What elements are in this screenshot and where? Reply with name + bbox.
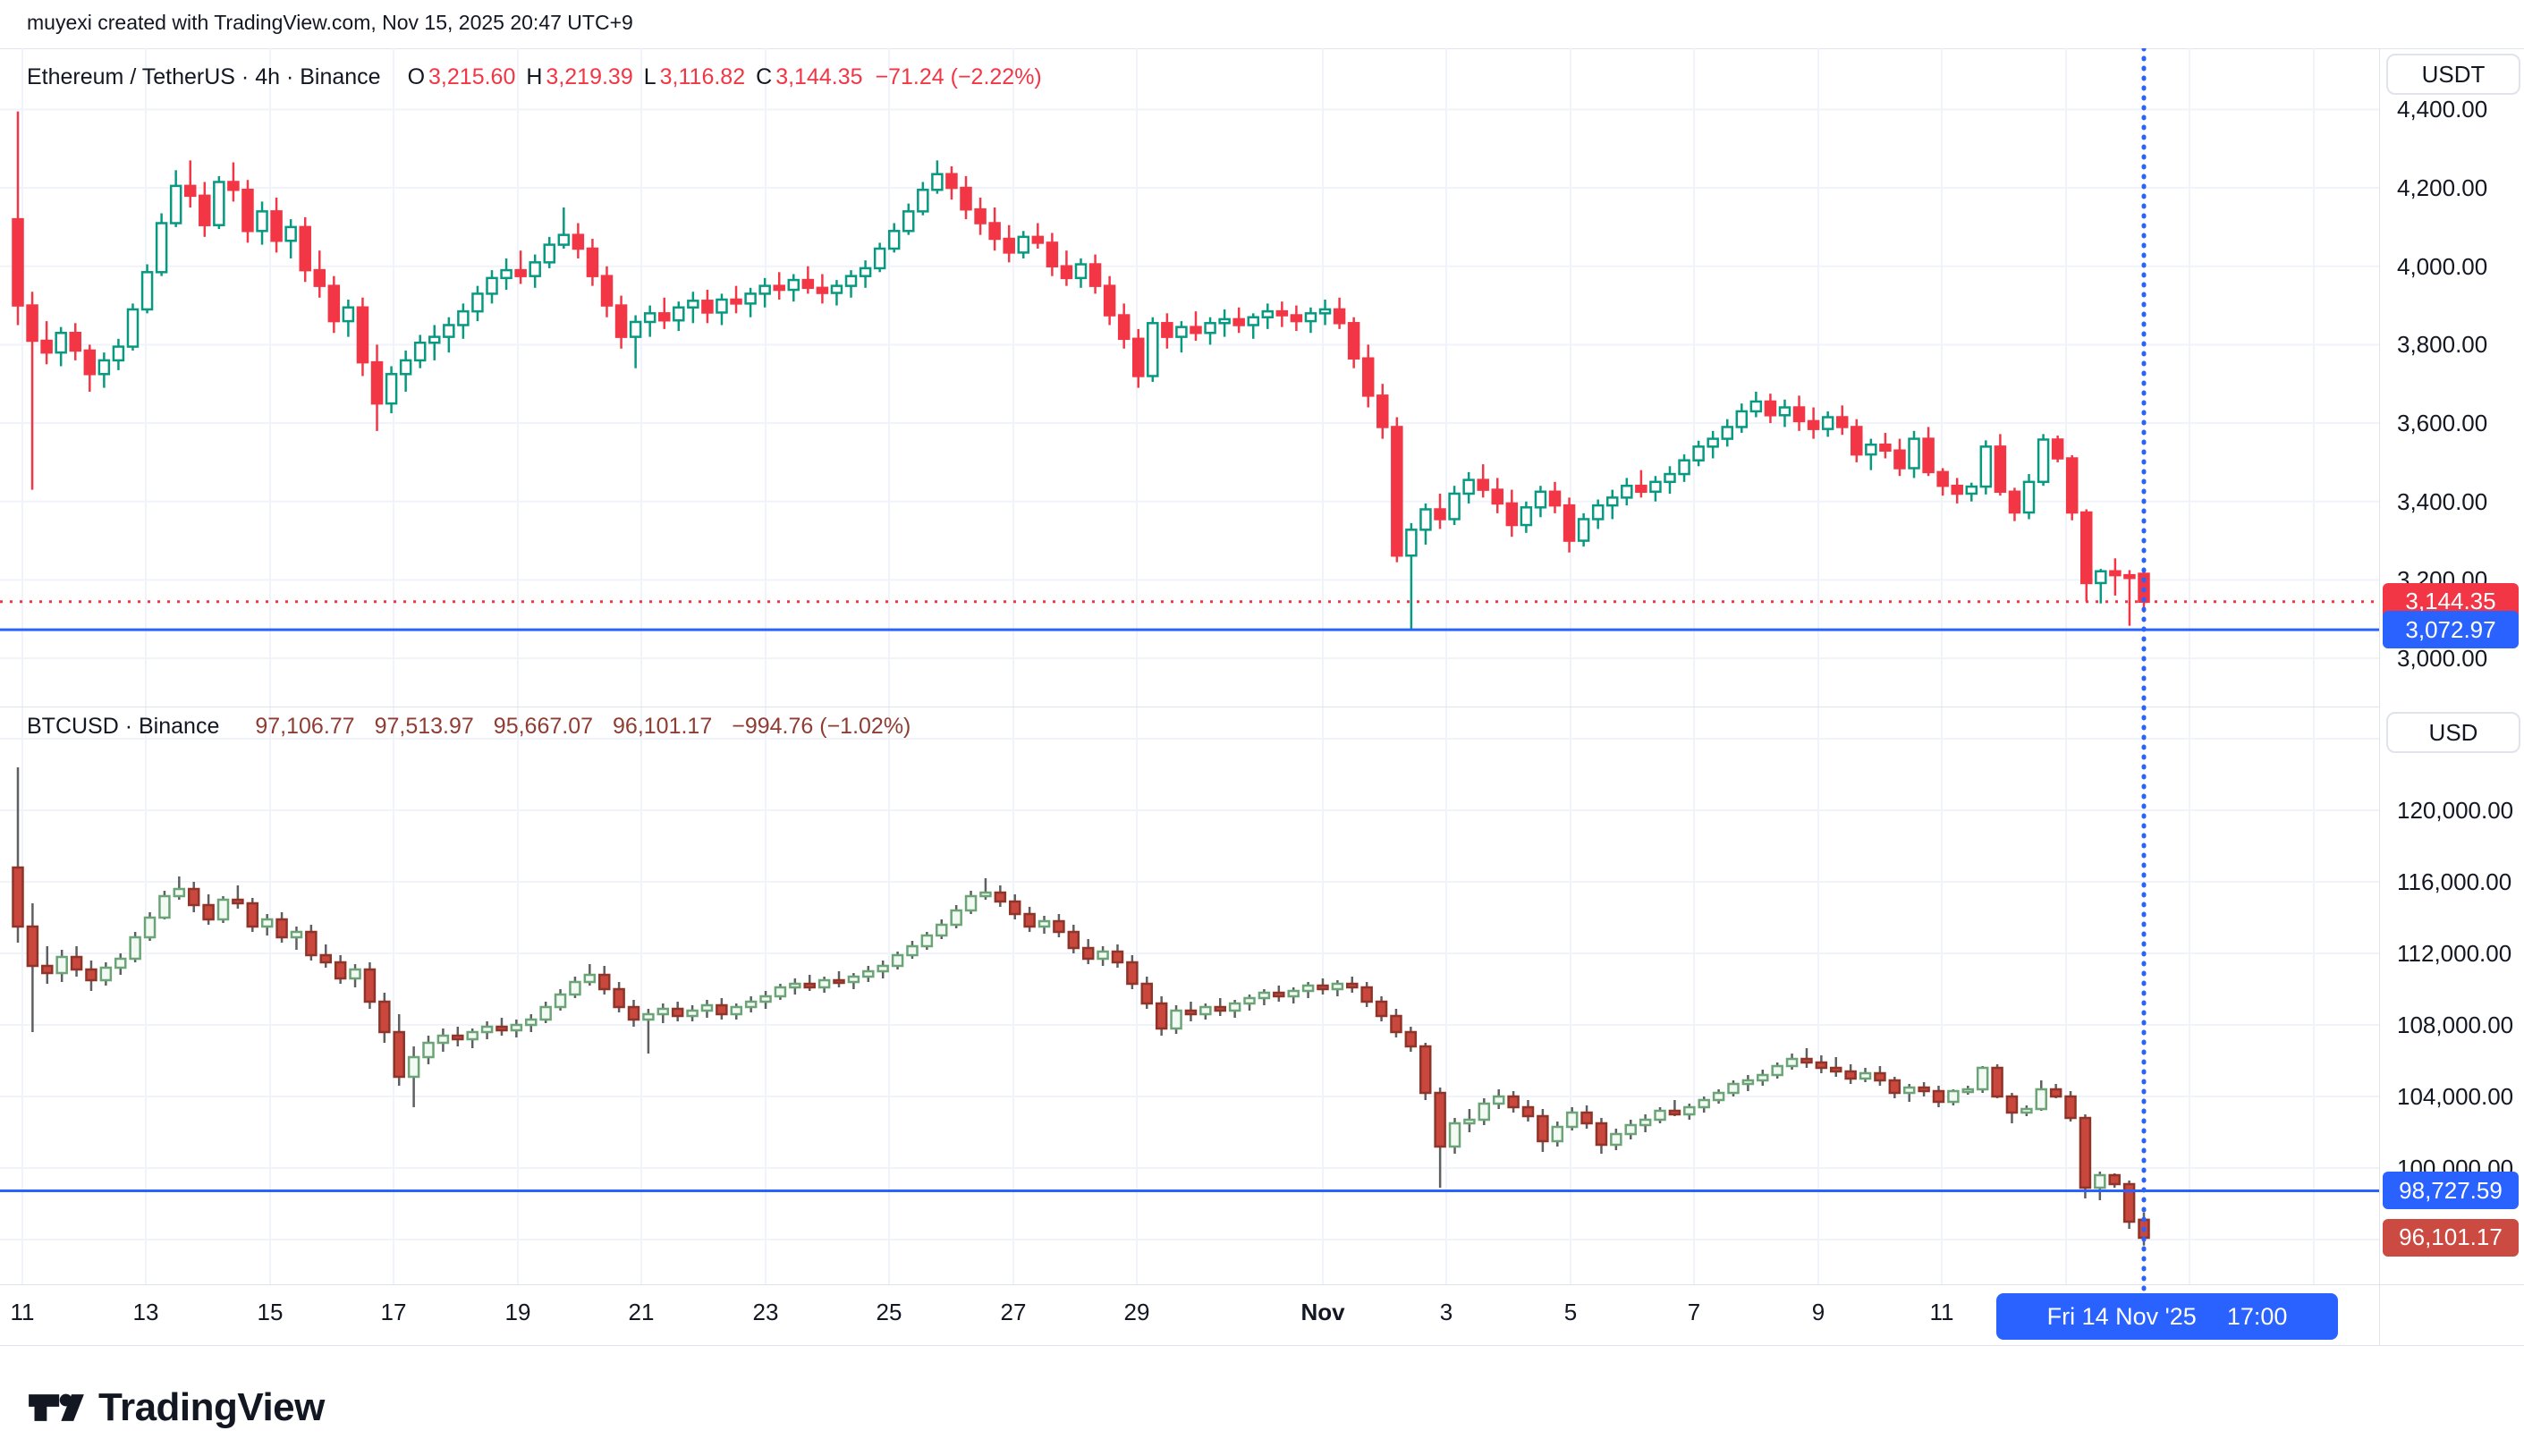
ohlc-close-value: 3,144.35	[775, 63, 863, 89]
ohlc-high-value: 3,219.39	[546, 63, 633, 89]
usdt-currency-button[interactable]: USDT	[2386, 54, 2520, 95]
tradingview-logo-icon	[29, 1393, 84, 1421]
price-axis-label: 3,000.00	[2397, 645, 2488, 673]
eth-candlestick-chart[interactable]	[0, 48, 2379, 707]
time-axis-label: 15	[257, 1299, 284, 1325]
btc-change-value: −994.76 (−1.02%)	[732, 713, 911, 739]
time-axis-label: 29	[1123, 1299, 1150, 1325]
btc-open-value: 97,106.77	[255, 713, 355, 739]
btc-legend: BTCUSD · Binance 97,106.77 97,513.97 95,…	[27, 708, 911, 744]
price-badge: 98,727.59	[2383, 1172, 2519, 1210]
time-axis-label: 13	[132, 1299, 159, 1325]
price-badge: 3,072.97	[2383, 611, 2519, 649]
time-axis-label: 17	[380, 1299, 407, 1325]
price-axis-label: 104,000.00	[2397, 1083, 2514, 1110]
ohlc-close-label: C	[756, 63, 773, 89]
ohlc-low-label: L	[643, 63, 656, 89]
ohlc-open-value: 3,215.60	[428, 63, 516, 89]
usd-currency-button[interactable]: USD	[2386, 712, 2520, 753]
price-axis-label: 4,000.00	[2397, 252, 2488, 280]
tradingview-wordmark: TradingView	[98, 1385, 325, 1429]
crosshair-time-badge: Fri 14 Nov '25 17:00	[1996, 1293, 2338, 1340]
time-axis-label: 21	[628, 1299, 655, 1325]
price-axis-label: 4,200.00	[2397, 174, 2488, 202]
price-axis-label: 120,000.00	[2397, 797, 2514, 824]
ohlc-low-value: 3,116.82	[659, 63, 746, 89]
eth-symbol-title[interactable]: Ethereum / TetherUS · 4h · Binance	[27, 63, 381, 89]
attribution-text: muyexi created with TradingView.com, Nov…	[27, 11, 633, 34]
price-axis-label: 112,000.00	[2397, 940, 2512, 967]
ohlc-high-label: H	[526, 63, 543, 89]
crosshair-time: 17:00	[2226, 1302, 2288, 1330]
eth-change-value: −71.24 (−2.22%)	[875, 63, 1042, 89]
price-badge: 96,101.17	[2383, 1218, 2519, 1257]
time-axis-label: 25	[876, 1299, 902, 1325]
eth-legend: Ethereum / TetherUS · 4h · Binance O 3,2…	[27, 59, 1042, 95]
chart-top-border	[0, 48, 2524, 49]
time-axis-label: 7	[1687, 1299, 1701, 1325]
price-axis-label: 3,400.00	[2397, 487, 2488, 515]
time-axis-bottom-border	[0, 1345, 2524, 1346]
time-axis-label: 27	[1000, 1299, 1027, 1325]
header-bar: muyexi created with TradingView.com, Nov…	[0, 0, 2524, 48]
price-axis-label: 3,800.00	[2397, 331, 2488, 359]
time-axis-label: 5	[1563, 1299, 1578, 1325]
time-axis-top-border	[0, 1284, 2524, 1285]
btc-high-value: 97,513.97	[374, 713, 474, 739]
time-axis-label: 3	[1439, 1299, 1453, 1325]
ohlc-open-label: O	[407, 63, 426, 89]
time-axis-label: 9	[1811, 1299, 1825, 1325]
time-axis-label: Nov	[1300, 1299, 1345, 1325]
price-axis-label: 116,000.00	[2397, 868, 2512, 895]
price-axis-label: 3,600.00	[2397, 410, 2488, 437]
price-axis-label: 108,000.00	[2397, 1012, 2514, 1038]
btc-low-value: 95,667.07	[493, 713, 594, 739]
time-axis-label: 23	[752, 1299, 779, 1325]
price-axis-border	[2379, 48, 2380, 1346]
btc-candlestick-chart[interactable]	[0, 707, 2379, 1284]
btc-symbol-title[interactable]: BTCUSD · Binance	[27, 713, 220, 739]
tradingview-brand[interactable]: TradingView	[27, 1381, 325, 1435]
price-axis-label: 4,400.00	[2397, 96, 2488, 123]
crosshair-date: Fri 14 Nov '25	[2046, 1302, 2197, 1330]
btc-close-value: 96,101.17	[613, 713, 713, 739]
time-axis-label: 11	[1929, 1299, 1954, 1325]
time-axis-label: 19	[504, 1299, 531, 1325]
time-axis-label: 11	[10, 1299, 35, 1325]
